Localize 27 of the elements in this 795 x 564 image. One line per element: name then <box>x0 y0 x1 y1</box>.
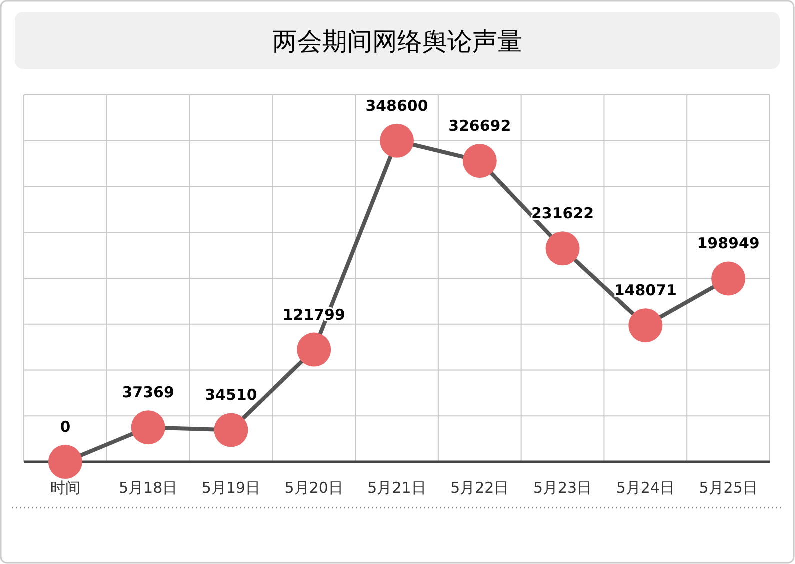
point <box>712 262 746 296</box>
point <box>462 144 497 178</box>
data-label: 326692 <box>448 117 512 136</box>
point <box>628 308 663 343</box>
data-label: 231622 <box>531 204 594 223</box>
x-tick-label: 5月19日 <box>202 479 261 497</box>
x-tick-label: 5月21日 <box>368 479 426 497</box>
x-tick-label: 5月23日 <box>533 479 592 497</box>
data-label: 34510 <box>205 386 258 404</box>
point <box>214 413 248 448</box>
title: 两会期间网络舆论声量 <box>272 27 522 56</box>
point <box>380 124 414 158</box>
x-tick-label: 5月20日 <box>284 479 344 497</box>
data-label: 37369 <box>122 384 174 402</box>
x-tick-label: 5月22日 <box>450 479 510 497</box>
x-tick-label: 5月25日 <box>699 479 758 497</box>
point <box>131 410 166 445</box>
data-label: 348600 <box>366 96 428 115</box>
x-tick-label: 时间 <box>50 479 80 497</box>
point <box>48 445 82 479</box>
x-tick-label: 5月18日 <box>119 479 178 497</box>
point <box>546 232 580 266</box>
data-label: 198949 <box>697 234 760 253</box>
x-tick-label: 5月24日 <box>616 479 675 497</box>
point <box>297 332 332 367</box>
data-label: 0 <box>60 418 71 436</box>
data-label: 148071 <box>614 282 677 300</box>
